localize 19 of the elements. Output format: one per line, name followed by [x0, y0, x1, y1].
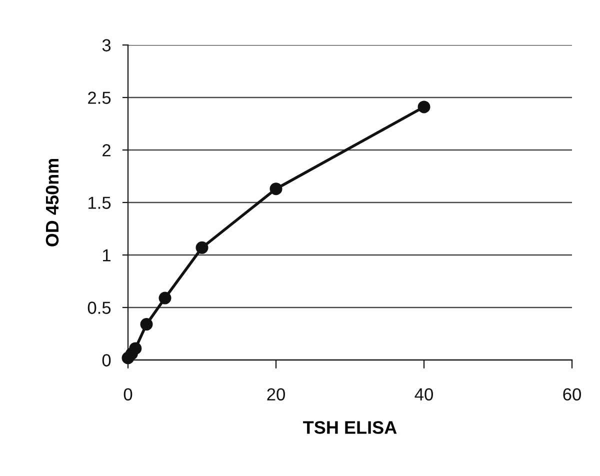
point [129, 342, 142, 355]
x-tick-label: 20 [267, 388, 285, 401]
point [196, 241, 208, 254]
y-tick-label: 0.5 [88, 302, 111, 314]
y-tick-label: 3 [102, 39, 111, 52]
x-tick-label: 60 [563, 388, 581, 401]
x-tick-label: 0 [124, 388, 132, 401]
y-axis-title: OD 450nm [46, 158, 59, 246]
point [140, 318, 153, 331]
y-tick-label: 2.5 [88, 92, 111, 104]
x-tick-label: 40 [414, 388, 433, 401]
x-axis-title: TSH ELISA [303, 421, 397, 434]
y-tick-label: 0 [102, 354, 111, 366]
y-tick-label: 1 [103, 249, 110, 262]
point [418, 100, 430, 114]
point [270, 182, 282, 196]
y-tick-label: 1.5 [88, 196, 111, 209]
y-tick-label: 2 [102, 144, 110, 156]
point [158, 292, 172, 304]
